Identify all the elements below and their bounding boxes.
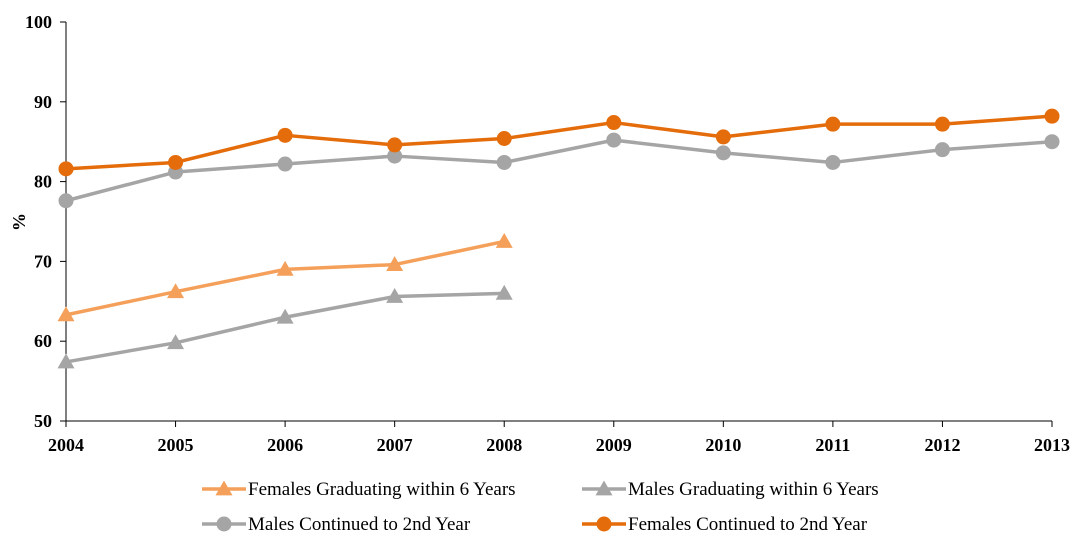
data-point — [387, 148, 403, 164]
x-tick-label: 2007 — [377, 435, 413, 455]
data-point — [168, 154, 184, 170]
axes — [65, 22, 1052, 422]
data-point — [934, 116, 950, 132]
y-tick-label: 80 — [34, 172, 52, 192]
series-1 — [57, 284, 513, 369]
data-point — [1044, 108, 1060, 124]
data-point — [277, 156, 293, 172]
series-layer — [57, 108, 1060, 369]
legend-circle-marker — [596, 516, 612, 532]
data-point — [495, 284, 513, 300]
y-tick-label: 50 — [34, 411, 52, 431]
data-point — [57, 306, 75, 322]
legend-triangle-marker — [215, 480, 233, 496]
series-2 — [58, 132, 1060, 209]
data-point — [277, 127, 293, 143]
y-axis-title: % — [9, 213, 29, 231]
x-ticks: 2004 2005 2006 2007 2008 2009 2010 2011 2012 2013 — [48, 421, 1070, 455]
x-tick-label: 2010 — [705, 435, 741, 455]
data-point — [715, 145, 731, 161]
data-point — [606, 132, 622, 148]
legend-label: Males Graduating within 6 Years — [628, 479, 879, 500]
series-line — [64, 291, 506, 364]
data-point — [58, 193, 74, 209]
data-point — [495, 232, 513, 248]
data-point — [276, 260, 294, 276]
y-tick-label: 90 — [34, 92, 52, 112]
data-point — [496, 131, 512, 147]
data-point — [1044, 134, 1060, 150]
series-line — [64, 114, 1054, 171]
legend-label: Males Continued to 2nd Year — [248, 514, 471, 535]
x-tick-label: 2006 — [267, 435, 303, 455]
x-tick-label: 2013 — [1034, 435, 1070, 455]
legend-item: Males Graduating within 6 Years — [582, 479, 879, 500]
data-point — [934, 142, 950, 158]
data-point — [167, 334, 185, 350]
series-line — [64, 138, 1054, 203]
data-point — [825, 154, 841, 170]
data-point — [386, 288, 404, 303]
data-point — [387, 137, 403, 153]
x-tick-label: 2008 — [486, 435, 522, 455]
y-ticks: 50 60 70 80 90 100 — [25, 12, 66, 431]
data-point — [715, 129, 731, 145]
legend-label: Females Continued to 2nd Year — [628, 514, 868, 535]
legend-circle-marker — [216, 516, 232, 532]
legend: Females Graduating within 6 Years Males G… — [202, 479, 879, 535]
series-line — [64, 239, 506, 317]
legend-item: Females Continued to 2nd Year — [582, 514, 868, 535]
legend-triangle-marker — [595, 480, 613, 496]
y-tick-label: 100 — [25, 12, 52, 32]
data-point — [57, 353, 75, 369]
legend-item: Females Graduating within 6 Years — [202, 479, 516, 500]
data-point — [386, 256, 404, 271]
x-tick-label: 2012 — [924, 435, 960, 455]
y-tick-label: 70 — [34, 251, 52, 271]
y-tick-label: 60 — [34, 331, 52, 351]
data-point — [825, 116, 841, 132]
legend-item: Males Continued to 2nd Year — [202, 514, 471, 535]
series-0 — [57, 232, 513, 322]
data-point — [496, 154, 512, 170]
legend-label: Females Graduating within 6 Years — [248, 479, 516, 500]
x-tick-label: 2009 — [596, 435, 632, 455]
data-point — [58, 161, 74, 177]
x-tick-label: 2005 — [158, 435, 194, 455]
x-tick-label: 2011 — [815, 435, 850, 455]
data-point — [167, 283, 185, 299]
series-3 — [58, 108, 1060, 177]
data-point — [276, 308, 294, 324]
x-tick-label: 2004 — [48, 435, 84, 455]
data-point — [606, 115, 622, 131]
